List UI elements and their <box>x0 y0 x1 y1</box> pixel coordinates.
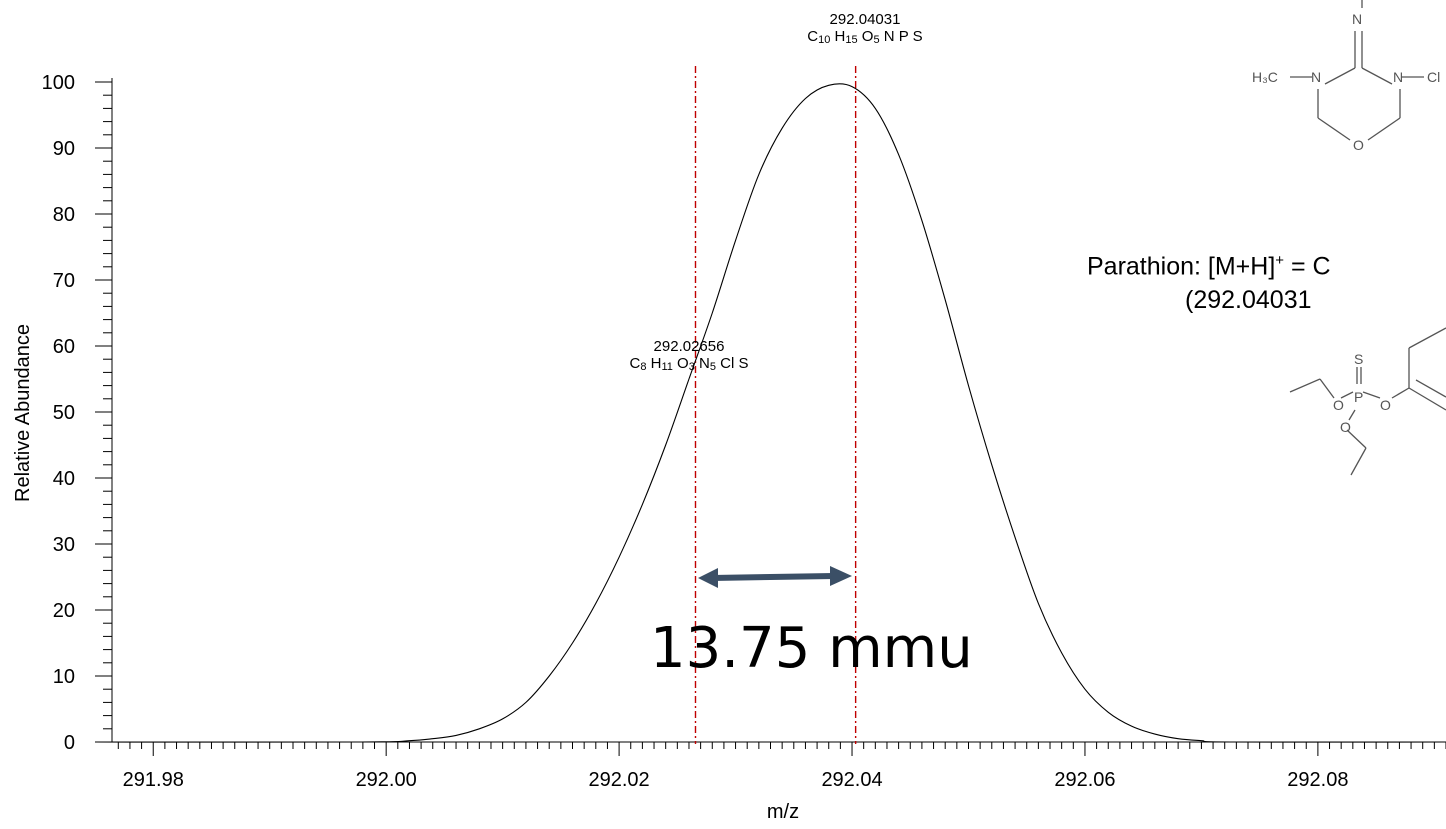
x-axis-label: m/z <box>767 801 799 823</box>
marker-lines <box>694 66 857 744</box>
x-tick-label: 291.98 <box>123 769 184 791</box>
delta-arrow-shaft <box>711 573 835 581</box>
x-tick-label: 292.04 <box>821 769 882 791</box>
formula-count: 5 <box>873 34 880 46</box>
spectrum-line <box>94 83 1446 743</box>
structure-o-bottom: O <box>1340 419 1351 435</box>
formula-count: 15 <box>845 34 858 46</box>
parathion-prefix: Parathion: [M+H] <box>1087 252 1276 281</box>
structure-s: S <box>1354 351 1363 367</box>
delta-label: 13.75 mmu <box>650 616 973 681</box>
parathion-mass-label: (292.04031 <box>1185 286 1312 314</box>
structure-o-left: O <box>1333 397 1344 413</box>
y-tick-label: 30 <box>53 534 75 556</box>
y-tick-label: 100 <box>42 72 75 94</box>
formula-element: P <box>894 28 909 45</box>
structure-h3c: H₃C <box>1252 69 1278 85</box>
y-tick-label: 0 <box>64 732 75 754</box>
formula-element: N <box>879 28 895 45</box>
peak-right-mz: 292.04031 <box>829 11 901 28</box>
x-tick-label: 292.00 <box>356 769 417 791</box>
y-tick-label: 40 <box>53 468 75 490</box>
y-axis-label: Relative Abundance <box>12 324 34 502</box>
formula-element: Cl <box>715 355 735 372</box>
peak-left-mz: 292.02656 <box>653 338 725 355</box>
x-tick-label: 292.08 <box>1287 769 1348 791</box>
y-tick-label: 90 <box>53 138 75 160</box>
peak-right-formula: C10 H15 O5 N P S <box>765 28 965 49</box>
y-tick-label: 70 <box>53 270 75 292</box>
structure-o: O <box>1353 137 1364 153</box>
tick-labels: 0 10 20 30 40 50 60 70 80 90 100 291.98 292.00 292.02… <box>42 72 1349 791</box>
y-tick-label: 50 <box>53 402 75 424</box>
formula-element: N <box>694 355 710 372</box>
formula-element: H <box>830 28 846 45</box>
y-tick-label: 10 <box>53 666 75 688</box>
structure-o-right: O <box>1380 397 1391 413</box>
structure-p: P <box>1354 389 1363 405</box>
formula-element: O <box>672 355 689 372</box>
y-tick-label: 20 <box>53 600 75 622</box>
formula-element: C <box>807 28 819 45</box>
y-tick-label: 80 <box>53 204 75 226</box>
structure-n-top: N <box>1352 11 1362 27</box>
delta-arrow-head-right <box>830 566 852 586</box>
delta-arrow-head-left <box>698 568 718 588</box>
y-tick-label: 60 <box>53 336 75 358</box>
formula-element: S <box>908 28 923 45</box>
formula-element: O <box>857 28 874 45</box>
parathion-sup: + <box>1275 252 1285 269</box>
peak-label-left: 292.02656 C8 H11 O3 N5 Cl S <box>589 338 789 376</box>
formula-element: C <box>629 355 641 372</box>
parathion-formula-label: Parathion: [M+H]+ = C <box>1087 252 1331 281</box>
x-tick-label: 292.06 <box>1054 769 1115 791</box>
parathion-suffix: = C <box>1284 252 1331 281</box>
formula-count: 3 <box>688 361 695 373</box>
structure-bottom <box>1289 327 1446 476</box>
peak-label-right: 292.04031 C10 H15 O5 N P S <box>765 11 965 49</box>
formula-element: S <box>734 355 749 372</box>
axis-ticks <box>95 81 1446 756</box>
formula-count: 11 <box>661 361 673 373</box>
formula-count: 5 <box>709 361 716 373</box>
delta-arrow <box>698 566 852 588</box>
peak-left-formula: C8 H11 O3 N5 Cl S <box>589 355 789 376</box>
formula-count: 8 <box>640 361 647 373</box>
formula-count: 10 <box>818 34 831 46</box>
structure-n-left: N <box>1311 69 1321 85</box>
structure-bottom-labels: S P O O O <box>1333 351 1391 435</box>
structure-top <box>1290 0 1424 141</box>
formula-element: H <box>646 355 662 372</box>
structure-cl: Cl <box>1427 69 1440 85</box>
structure-n-right: N <box>1393 69 1403 85</box>
structure-top-labels: N H₃C N N Cl O <box>1252 11 1440 153</box>
x-tick-label: 292.02 <box>589 769 650 791</box>
